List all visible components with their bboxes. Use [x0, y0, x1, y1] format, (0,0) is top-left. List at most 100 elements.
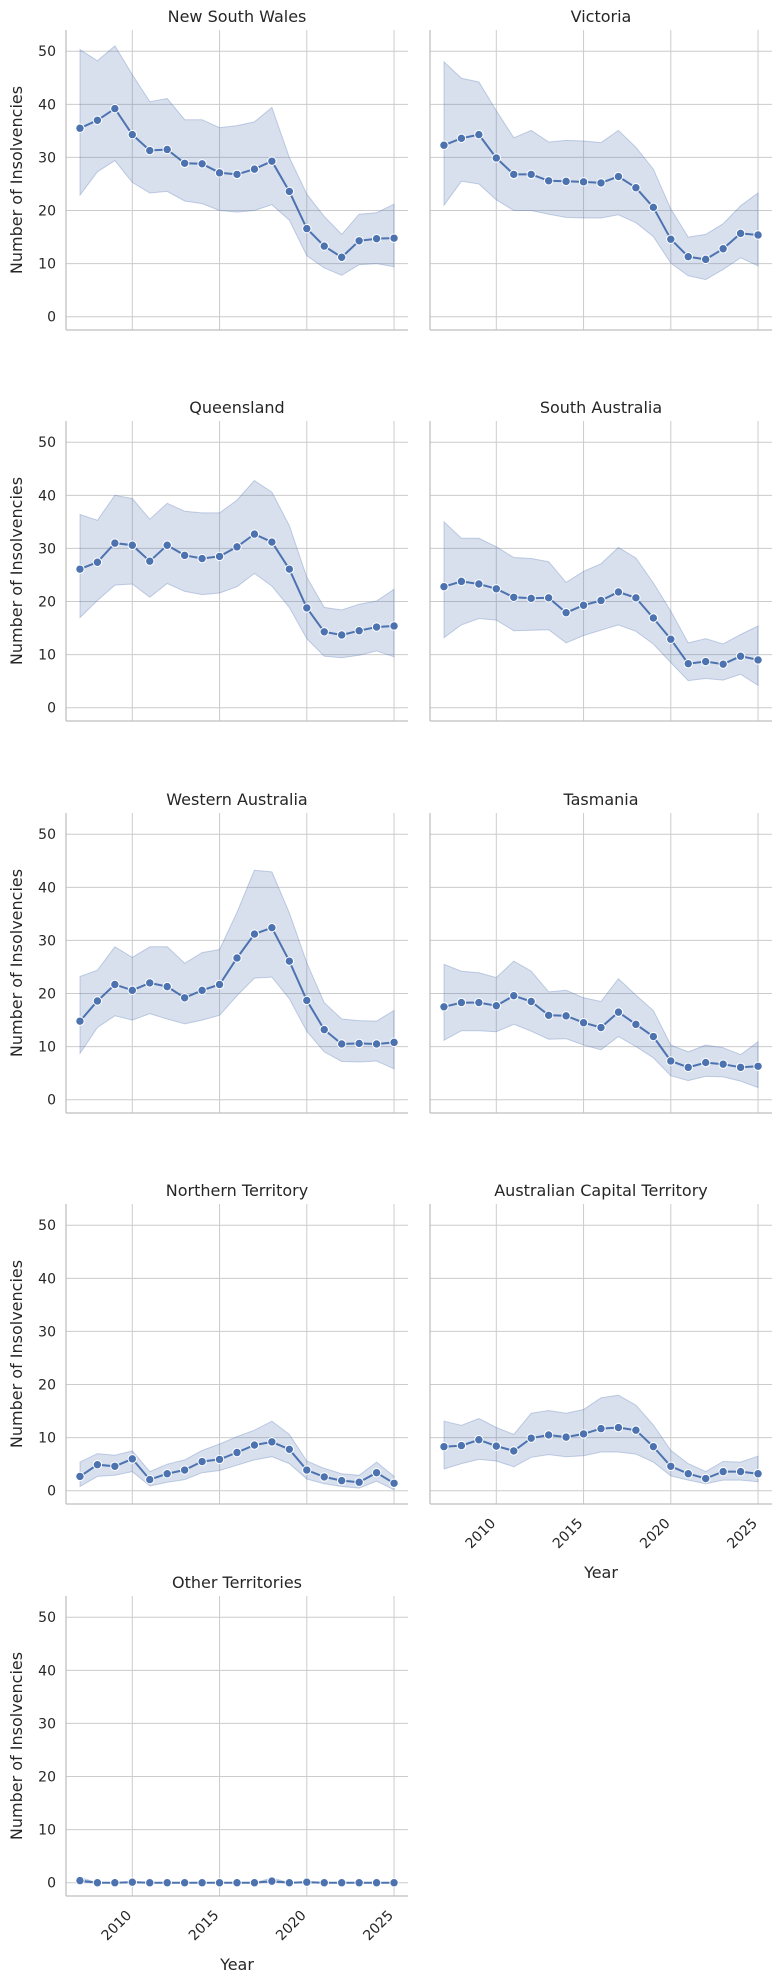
x-tick-label: 2010 — [463, 1516, 500, 1553]
panel-title: New South Wales — [168, 7, 307, 26]
data-point — [179, 550, 190, 561]
data-point — [162, 144, 172, 155]
data-point — [232, 1447, 242, 1458]
data-point — [197, 1878, 207, 1888]
data-point — [110, 1878, 120, 1888]
data-point — [561, 1011, 571, 1021]
x-tick-label: 2020 — [273, 1908, 310, 1945]
data-point — [127, 985, 138, 996]
data-point — [302, 1877, 312, 1887]
data-point — [284, 956, 295, 966]
data-point — [371, 233, 382, 244]
data-point — [543, 1010, 554, 1021]
data-point — [354, 1878, 364, 1888]
panel-title: Australian Capital Territory — [494, 1181, 708, 1200]
data-point — [561, 1432, 571, 1442]
data-point — [474, 579, 484, 589]
y-tick-label: 20 — [38, 1378, 56, 1394]
x-axis-label: Year — [219, 1955, 254, 1974]
data-point — [700, 1057, 711, 1068]
data-point — [526, 169, 536, 180]
data-point — [666, 1461, 676, 1472]
data-point — [648, 1441, 659, 1452]
data-point — [631, 1019, 641, 1030]
data-point — [214, 168, 225, 178]
data-point — [110, 1461, 120, 1472]
panel-title: Northern Territory — [166, 1181, 308, 1200]
data-point — [735, 1062, 746, 1073]
data-point — [354, 1038, 364, 1049]
y-axis-label: Number of Insolvencies — [7, 1260, 26, 1448]
data-point — [319, 1024, 329, 1035]
y-tick-label: 40 — [38, 1663, 56, 1679]
data-point — [509, 1446, 519, 1456]
data-point — [284, 1444, 295, 1455]
data-point — [214, 1878, 225, 1888]
data-point — [371, 1039, 382, 1049]
data-point — [526, 996, 536, 1007]
data-point — [509, 169, 519, 180]
x-tick-label: 2020 — [637, 1516, 674, 1553]
data-point — [336, 252, 347, 262]
data-point — [439, 1002, 449, 1012]
y-tick-label: 40 — [38, 488, 56, 504]
y-tick-label: 10 — [38, 1431, 56, 1447]
data-point — [302, 995, 312, 1006]
data-point — [613, 587, 624, 597]
data-point — [718, 1466, 728, 1477]
data-point — [371, 1467, 382, 1478]
data-point — [474, 129, 484, 140]
data-point — [110, 979, 120, 990]
panel-title: Queensland — [189, 398, 284, 417]
data-point — [75, 1875, 85, 1886]
panel-title: Western Australia — [166, 790, 307, 809]
x-tick-label: 2025 — [724, 1516, 761, 1553]
y-axis-label: Number of Insolvencies — [7, 869, 26, 1057]
x-tick-label: 2010 — [99, 1908, 136, 1945]
data-point — [179, 993, 190, 1003]
y-tick-label: 0 — [47, 1484, 56, 1500]
y-tick-label: 10 — [38, 1823, 56, 1839]
data-point — [92, 996, 103, 1006]
y-tick-label: 40 — [38, 880, 56, 896]
data-point — [389, 621, 399, 631]
data-point — [631, 182, 641, 193]
y-axis-label: Number of Insolvencies — [7, 86, 26, 274]
data-point — [578, 177, 589, 187]
data-point — [197, 553, 207, 564]
data-point — [110, 538, 120, 548]
data-point — [578, 600, 589, 610]
y-tick-label: 20 — [38, 1770, 56, 1786]
data-point — [162, 1469, 172, 1479]
data-point — [648, 202, 659, 213]
data-point — [319, 1878, 329, 1888]
y-tick-label: 0 — [47, 1093, 56, 1109]
data-point — [354, 1477, 364, 1487]
data-point — [718, 244, 728, 254]
y-tick-label: 50 — [38, 1218, 56, 1234]
data-point — [145, 1878, 155, 1888]
data-point — [162, 981, 172, 992]
data-point — [336, 1039, 347, 1049]
data-point — [700, 1473, 711, 1484]
y-tick-label: 40 — [38, 97, 56, 113]
panel-title: Tasmania — [562, 790, 638, 809]
y-tick-label: 10 — [38, 1040, 56, 1056]
data-point — [718, 659, 728, 669]
data-point — [683, 1469, 693, 1479]
y-tick-label: 50 — [38, 435, 56, 451]
data-point — [596, 1423, 606, 1434]
y-tick-label: 50 — [38, 1610, 56, 1626]
data-point — [389, 1878, 399, 1888]
data-point — [543, 1430, 554, 1440]
y-tick-label: 20 — [38, 204, 56, 220]
confidence-band — [443, 1394, 759, 1485]
data-point — [389, 1037, 399, 1048]
data-point — [214, 1454, 225, 1465]
data-point — [735, 1466, 746, 1477]
data-point — [456, 576, 467, 587]
data-point — [249, 1440, 260, 1450]
panel-title: Other Territories — [172, 1573, 302, 1592]
facet-panel-western-australia: 0 10 20 30 40 50 Number of Insolvencies Western… — [7, 790, 408, 1114]
data-point — [613, 171, 624, 182]
